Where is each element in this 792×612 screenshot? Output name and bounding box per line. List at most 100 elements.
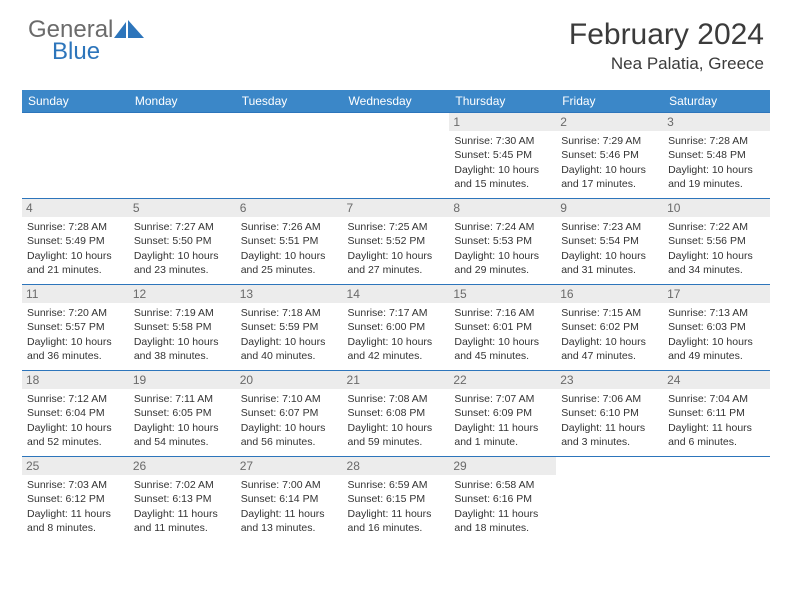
brand-word2: Blue <box>52 40 113 64</box>
sunset-line: Sunset: 5:56 PM <box>668 234 765 248</box>
weekday-header: Tuesday <box>236 90 343 113</box>
sunset-line: Sunset: 6:15 PM <box>348 492 445 506</box>
title-block: February 2024 Nea Palatia, Greece <box>569 18 764 74</box>
empty-cell <box>343 113 450 199</box>
day-cell: 4Sunrise: 7:28 AMSunset: 5:49 PMDaylight… <box>22 199 129 285</box>
sunset-line: Sunset: 5:48 PM <box>668 148 765 162</box>
day-cell: 24Sunrise: 7:04 AMSunset: 6:11 PMDayligh… <box>663 371 770 457</box>
sunset-line: Sunset: 6:08 PM <box>348 406 445 420</box>
day-number: 5 <box>129 199 236 217</box>
day-number: 6 <box>236 199 343 217</box>
day-cell: 25Sunrise: 7:03 AMSunset: 6:12 PMDayligh… <box>22 457 129 543</box>
day-number: 7 <box>343 199 450 217</box>
day-cell: 28Sunrise: 6:59 AMSunset: 6:15 PMDayligh… <box>343 457 450 543</box>
day-number: 25 <box>22 457 129 475</box>
calendar-body: 1 Sunrise: 7:30 AMSunset: 5:45 PM Daylight… <box>22 113 770 543</box>
daylight-line: Daylight: 10 hours and 36 minutes. <box>27 335 124 363</box>
sunrise-line: Sunrise: 7:10 AM <box>241 392 338 406</box>
day-number: 26 <box>129 457 236 475</box>
sunrise-line: Sunrise: 7:22 AM <box>668 220 765 234</box>
week-row: 25Sunrise: 7:03 AMSunset: 6:12 PMDayligh… <box>22 457 770 543</box>
sunrise-line: Sunrise: 7:20 AM <box>27 306 124 320</box>
sails-icon <box>114 20 148 42</box>
day-number: 20 <box>236 371 343 389</box>
sunrise-line: Sunrise: 7:25 AM <box>348 220 445 234</box>
day-number: 21 <box>343 371 450 389</box>
daylight-line: Daylight: 10 hours and 21 minutes. <box>27 249 124 277</box>
day-cell: 16Sunrise: 7:15 AMSunset: 6:02 PMDayligh… <box>556 285 663 371</box>
sunset-line: Sunset: 6:07 PM <box>241 406 338 420</box>
day-cell: 29Sunrise: 6:58 AMSunset: 6:16 PMDayligh… <box>449 457 556 543</box>
day-cell: 10Sunrise: 7:22 AMSunset: 5:56 PMDayligh… <box>663 199 770 285</box>
weekday-header: Wednesday <box>343 90 450 113</box>
week-row: 4Sunrise: 7:28 AMSunset: 5:49 PMDaylight… <box>22 199 770 285</box>
weekday-header: Thursday <box>449 90 556 113</box>
day-cell: 17Sunrise: 7:13 AMSunset: 6:03 PMDayligh… <box>663 285 770 371</box>
sunrise-line: Sunrise: 7:08 AM <box>348 392 445 406</box>
sunset-line: Sunset: 5:49 PM <box>27 234 124 248</box>
day-cell: 26Sunrise: 7:02 AMSunset: 6:13 PMDayligh… <box>129 457 236 543</box>
sunrise-line: Sunrise: 7:17 AM <box>348 306 445 320</box>
day-number: 27 <box>236 457 343 475</box>
sunset-line: Sunset: 6:16 PM <box>454 492 551 506</box>
sunset-line: Sunset: 6:12 PM <box>27 492 124 506</box>
daylight-line: Daylight: 10 hours and 56 minutes. <box>241 421 338 449</box>
sunrise-line: Sunrise: 7:06 AM <box>561 392 658 406</box>
daylight-line: Daylight: 11 hours and 11 minutes. <box>134 507 231 535</box>
day-cell: 13Sunrise: 7:18 AMSunset: 5:59 PMDayligh… <box>236 285 343 371</box>
day-number: 9 <box>556 199 663 217</box>
brand-text: General Blue <box>28 18 113 64</box>
day-cell: 12Sunrise: 7:19 AMSunset: 5:58 PMDayligh… <box>129 285 236 371</box>
day-number: 17 <box>663 285 770 303</box>
sunset-line: Sunset: 6:14 PM <box>241 492 338 506</box>
weekday-header: Sunday <box>22 90 129 113</box>
daylight-line: Daylight: 10 hours and 38 minutes. <box>134 335 231 363</box>
day-number: 16 <box>556 285 663 303</box>
day-number: 22 <box>449 371 556 389</box>
day-number: 11 <box>22 285 129 303</box>
week-row: 1Sunrise: 7:30 AMSunset: 5:45 PMDaylight… <box>22 113 770 199</box>
daylight-line: Daylight: 10 hours and 47 minutes. <box>561 335 658 363</box>
day-cell: 3Sunrise: 7:28 AMSunset: 5:48 PMDaylight… <box>663 113 770 199</box>
day-cell: 6Sunrise: 7:26 AMSunset: 5:51 PMDaylight… <box>236 199 343 285</box>
sunrise-line: Sunrise: 7:16 AM <box>454 306 551 320</box>
sunrise-line: Sunrise: 7:27 AM <box>134 220 231 234</box>
sunrise-line: Sunrise: 6:58 AM <box>454 478 551 492</box>
day-cell: 2Sunrise: 7:29 AMSunset: 5:46 PMDaylight… <box>556 113 663 199</box>
daylight-line: Daylight: 10 hours and 34 minutes. <box>668 249 765 277</box>
sunset-line: Sunset: 6:03 PM <box>668 320 765 334</box>
sunset-line: Sunset: 6:01 PM <box>454 320 551 334</box>
day-cell: 7Sunrise: 7:25 AMSunset: 5:52 PMDaylight… <box>343 199 450 285</box>
sunset-line: Sunset: 5:51 PM <box>241 234 338 248</box>
sunrise-line: Sunrise: 7:29 AM <box>561 134 658 148</box>
day-number: 2 <box>556 113 663 131</box>
empty-cell <box>22 113 129 199</box>
sunset-line: Sunset: 5:53 PM <box>454 234 551 248</box>
location-text: Nea Palatia, Greece <box>569 54 764 74</box>
day-cell: 15 Sunrise: 7:16 AMSunset: 6:01 PMDayligh… <box>449 285 556 371</box>
daylight-line: Daylight: 11 hours and 13 minutes. <box>241 507 338 535</box>
sunrise-line: Sunrise: 6:59 AM <box>348 478 445 492</box>
day-cell: 20 Sunrise: 7:10 AMSunset: 6:07 PMDayligh… <box>236 371 343 457</box>
day-number: 15 <box>449 285 556 303</box>
daylight-line: Daylight: 10 hours and 23 minutes. <box>134 249 231 277</box>
sunset-line: Sunset: 6:02 PM <box>561 320 658 334</box>
weekday-header: Monday <box>129 90 236 113</box>
sunrise-line: Sunrise: 7:18 AM <box>241 306 338 320</box>
sunset-line: Sunset: 5:45 PM <box>454 148 551 162</box>
day-number: 1 <box>449 113 556 131</box>
sunset-line: Sunset: 5:54 PM <box>561 234 658 248</box>
day-cell: 22Sunrise: 7:07 AMSunset: 6:09 PMDayligh… <box>449 371 556 457</box>
daylight-line: Daylight: 10 hours and 45 minutes. <box>454 335 551 363</box>
sunrise-line: Sunrise: 7:00 AM <box>241 478 338 492</box>
day-cell: 14Sunrise: 7:17 AMSunset: 6:00 PMDayligh… <box>343 285 450 371</box>
day-number: 19 <box>129 371 236 389</box>
day-cell: 8Sunrise: 7:24 AMSunset: 5:53 PMDaylight… <box>449 199 556 285</box>
sunset-line: Sunset: 5:58 PM <box>134 320 231 334</box>
sunrise-line: Sunrise: 7:30 AM <box>454 134 551 148</box>
day-number: 3 <box>663 113 770 131</box>
day-number: 8 <box>449 199 556 217</box>
daylight-line: Daylight: 11 hours and 1 minute. <box>454 421 551 449</box>
daylight-line: Daylight: 10 hours and 25 minutes. <box>241 249 338 277</box>
day-number: 12 <box>129 285 236 303</box>
